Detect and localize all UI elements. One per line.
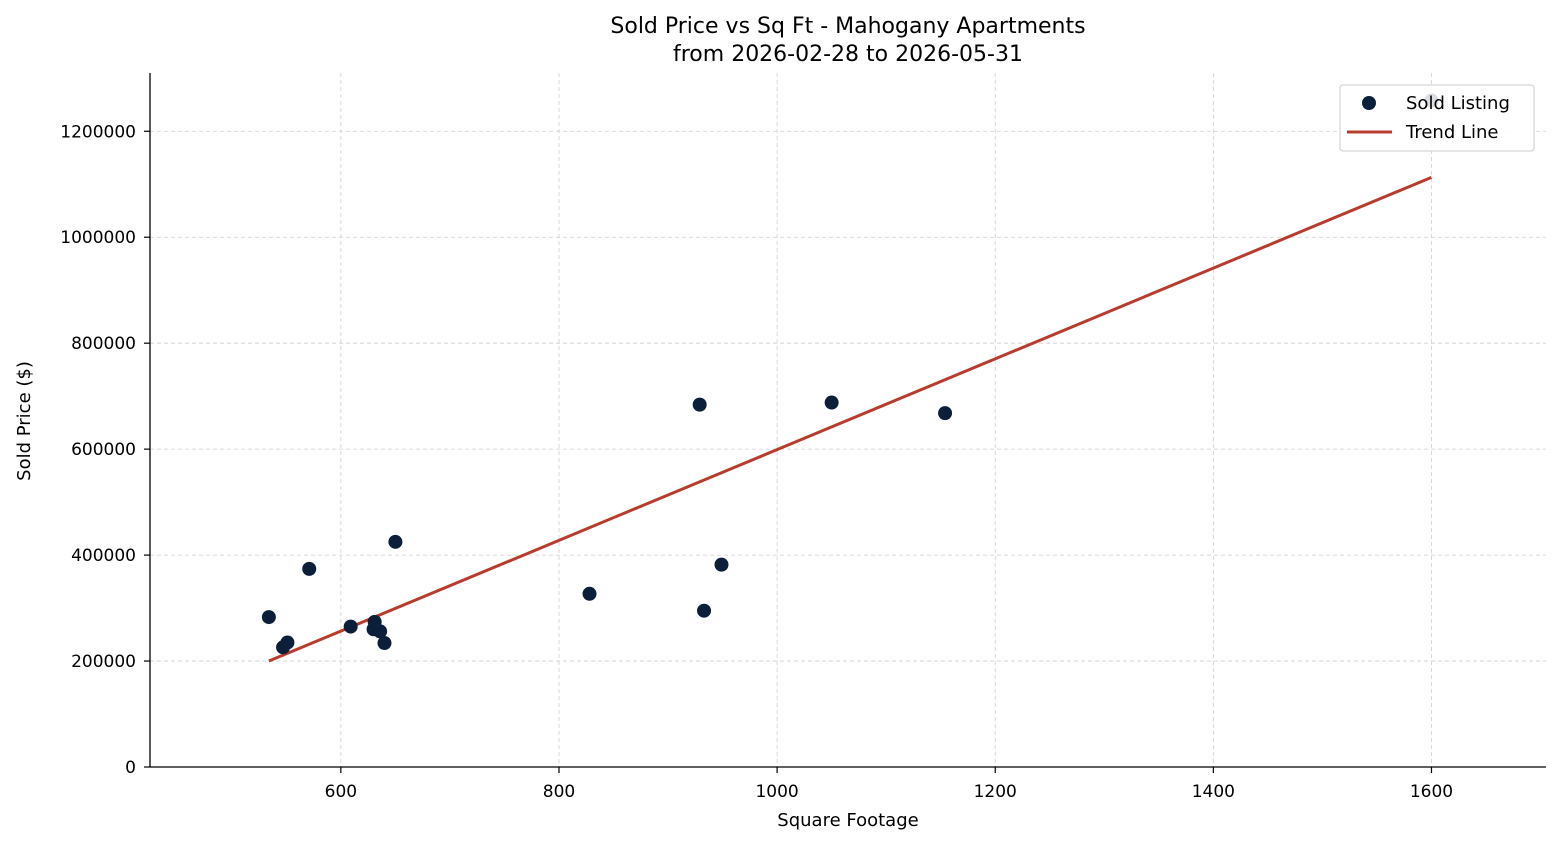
scatter-point <box>343 619 358 634</box>
y-tick-label: 0 <box>125 758 136 778</box>
legend-marker-sold-listing <box>1362 96 1376 110</box>
y-tick-label: 800000 <box>71 334 136 354</box>
y-tick-label: 600000 <box>71 440 136 460</box>
y-axis-ticks: 0 200000 400000 600000 800000 1000000 1200000 <box>60 122 150 778</box>
scatter-point <box>373 624 388 639</box>
scatter-point <box>582 586 597 601</box>
scatter-point <box>938 406 953 421</box>
chart-title: Sold Price vs Sq Ft - Mahogany Apartment… <box>610 14 1085 39</box>
scatter-point <box>302 561 317 576</box>
scatter-point <box>280 635 295 650</box>
x-tick-label: 600 <box>325 782 357 802</box>
y-axis-label: Sold Price ($) <box>14 361 35 481</box>
scatter-point <box>692 397 707 412</box>
x-tick-label: 1200 <box>974 782 1017 802</box>
y-tick-label: 400000 <box>71 546 136 566</box>
scatter-point <box>824 395 839 410</box>
trend-line-layer <box>268 175 1433 663</box>
axes <box>149 73 1546 768</box>
x-tick-label: 800 <box>543 782 575 802</box>
chart-subtitle: from 2026-02-28 to 2026-05-31 <box>673 42 1023 67</box>
chart-legend: Sold Listing Trend Line <box>1339 84 1535 152</box>
scatter-point <box>261 610 276 625</box>
y-tick-label: 1000000 <box>60 228 136 248</box>
scatter-point <box>697 603 712 618</box>
legend-label-sold-listing: Sold Listing <box>1406 93 1510 114</box>
legend-label-trend-line: Trend Line <box>1405 122 1499 143</box>
x-axis-label: Square Footage <box>777 810 918 831</box>
scatter-point <box>377 636 392 651</box>
x-tick-label: 1000 <box>755 782 798 802</box>
scatter-point <box>388 534 403 549</box>
y-tick-label: 200000 <box>71 652 136 672</box>
y-tick-label: 1200000 <box>60 122 136 142</box>
legend-box <box>1339 84 1535 152</box>
x-axis-ticks: 600 800 1000 1200 1400 1600 <box>325 767 1453 802</box>
x-tick-label: 1600 <box>1410 782 1453 802</box>
scatter-points <box>261 93 1439 655</box>
trend-line <box>268 175 1433 663</box>
x-tick-label: 1400 <box>1192 782 1235 802</box>
scatter-point <box>714 557 729 572</box>
